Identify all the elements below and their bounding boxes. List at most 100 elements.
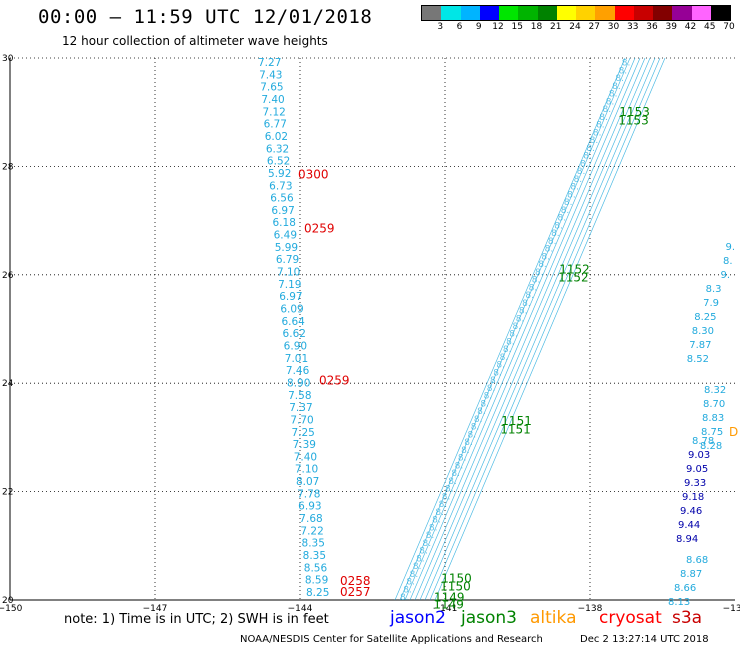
legend-tick-label: 24 [569,22,581,32]
swath-value: 8. [558,214,567,224]
wave-height-label: 8.70 [703,399,725,410]
swath-value: 8. [451,469,460,479]
swath-value: 8. [445,485,454,495]
swath-value: 8. [529,283,538,293]
wave-height-label: 7.12 [262,106,285,118]
swath-value: 8. [471,423,480,433]
swath-value: 8. [461,446,470,456]
page-subtitle: 12 hour collection of altimeter wave hei… [62,34,328,48]
swath-value: 8. [493,368,502,378]
wave-height-label: 8.52 [687,354,709,365]
wave-height-label: 7.58 [288,390,311,402]
swath-value: 8. [448,477,457,487]
swath-value: 8. [561,206,570,216]
time-label: 1152 [559,262,590,276]
wave-height-label: 6.09 [280,304,303,316]
swath-value: 8. [503,345,512,355]
time-label: 1151 [501,414,532,428]
legend-tick-label: 15 [511,22,523,32]
swath-value: 8. [435,508,444,518]
wave-height-label: 9. [725,242,735,253]
swath-value: 8. [519,307,528,317]
y-tick-label: 28 [2,162,14,172]
legend-swatch [595,6,615,20]
legend-altika: altika [530,608,577,628]
wave-height-label: 7.19 [278,279,301,291]
y-tick-label: 20 [2,596,14,606]
swath-value: 8. [513,322,522,332]
swath-value: 8. [586,144,595,154]
wave-height-label: 7.27 [258,57,281,69]
legend-tick-label: 3 [437,22,444,32]
swath-value: 8. [442,492,451,502]
legend-swatch [710,6,730,20]
swath-value: 8. [593,128,602,138]
legend-swatch [422,6,442,20]
color-scale-legend [421,5,731,21]
wave-height-label: 9.03 [688,450,710,461]
swath-value: 8. [606,97,615,107]
swath-value: 8. [509,330,518,340]
swath-value: 8. [577,167,586,177]
wave-height-label: 7.25 [291,427,314,439]
swath-value: 8. [429,523,438,533]
wave-height-label: 7.37 [289,402,312,414]
wave-height-label: 9.33 [684,478,706,489]
wave-height-label: 8.75 [701,427,723,438]
legend-s3a: s3a [672,608,703,628]
swath-value: 8. [615,74,624,84]
y-tick-label: 22 [2,488,13,498]
wave-height-label: 7.87 [689,340,711,351]
swath-value: 8. [416,554,425,564]
ground-track-line [399,57,631,601]
swath-value: 8. [426,531,435,541]
swath-value: 8. [535,268,544,278]
y-tick-label: 30 [2,54,14,64]
time-label: 1152 [558,271,589,285]
swath-value: 8. [474,415,483,425]
wave-height-label: 8.56 [304,562,328,574]
wave-height-label: 8.25 [694,312,716,323]
wave-height-label: 7.78 [297,488,320,500]
wave-height-label: 8.32 [704,385,726,396]
x-tick-label: −138 [578,604,603,614]
wave-height-label: 8.90 [287,377,310,389]
wave-height-label: 8.83 [702,413,724,424]
ground-track-line [434,57,666,601]
wave-height-label: 7.65 [260,82,283,94]
wave-height-label: 6.56 [270,193,294,205]
wave-height-label: 7.68 [299,513,322,525]
x-tick-label: −147 [143,604,168,614]
swath-value: 8. [403,585,412,595]
wave-height-label: 8.94 [676,534,698,545]
wave-height-label: 5.92 [268,168,291,180]
swath-value: 8. [423,539,432,549]
legend-swatch [633,6,653,20]
generation-timestamp: Dec 2 13:27:14 UTC 2018 [580,634,709,645]
wave-height-label: 5.99 [275,242,298,254]
wave-height-label: 6.62 [283,328,306,340]
swath-value: 8. [564,198,573,208]
legend-jason2: jason2 [390,608,446,628]
swath-value: 8. [506,337,515,347]
swath-value: 8. [599,113,608,123]
swath-value: 8. [468,430,477,440]
time-label: 0259 [304,222,335,236]
time-label: 0257 [340,585,371,599]
swath-value: 8. [413,562,422,572]
swath-value: 8. [567,190,576,200]
swath-value: 8. [603,105,612,115]
legend-tick-label: 70 [723,22,735,32]
wave-height-label: 8.78 [692,436,714,447]
legend-swatch [518,6,538,20]
wave-height-label: 6.93 [298,501,321,513]
swath-value: 8. [400,593,409,603]
swath-value: 8. [525,291,534,301]
wave-height-label: 6.18 [273,217,296,229]
legend-tick-label: 36 [646,22,658,32]
swath-value: 8. [410,570,419,580]
credit-line: NOAA/NESDIS Center for Satellite Applica… [240,634,543,645]
altika-marker: D [729,425,738,439]
x-tick-label: −141 [433,604,458,614]
